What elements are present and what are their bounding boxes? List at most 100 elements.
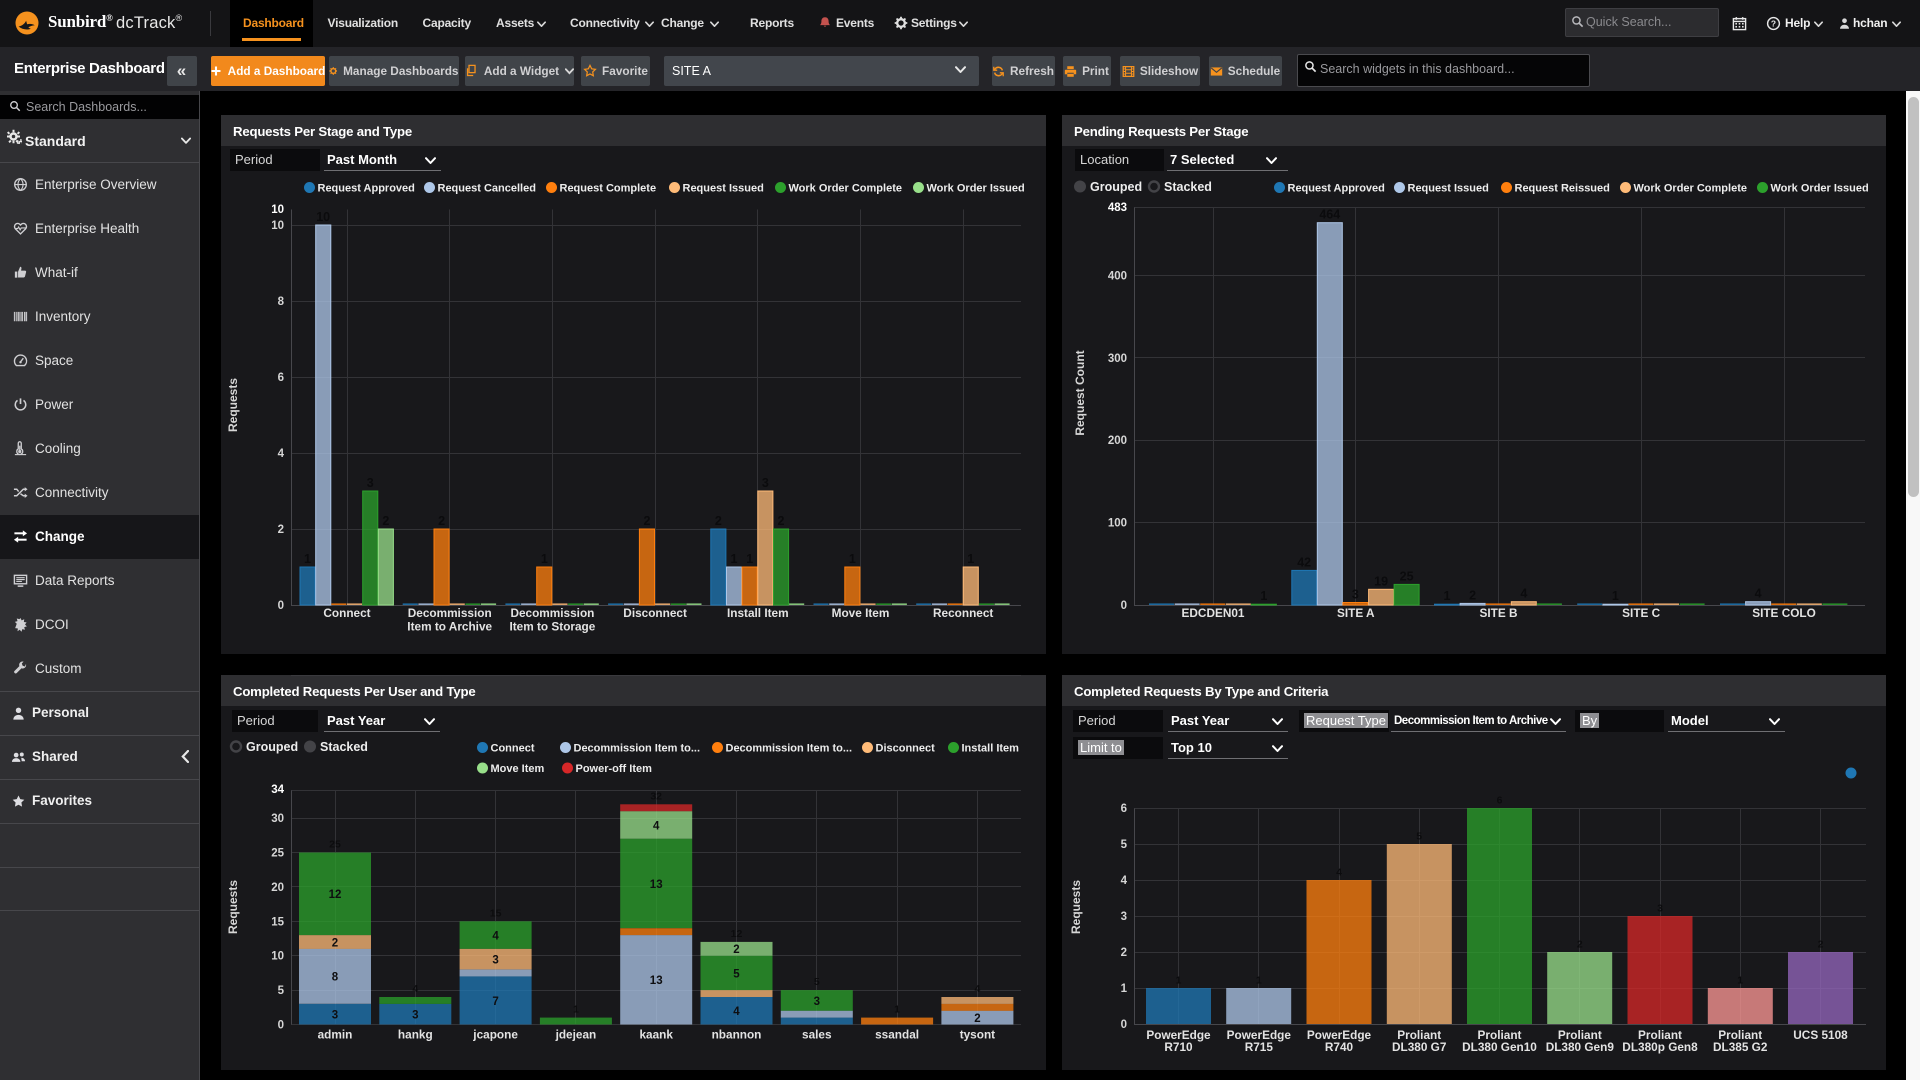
svg-text:EDCDEN01: EDCDEN01 — [1182, 606, 1245, 620]
svg-text:DL380 Gen10: DL380 Gen10 — [1462, 1040, 1537, 1054]
svg-text:DL385 G2: DL385 G2 — [1713, 1040, 1768, 1054]
svg-text:Connect: Connect — [323, 606, 370, 620]
svg-text:Install Item: Install Item — [962, 742, 1020, 754]
svg-text:3: 3 — [814, 996, 820, 1008]
svg-text:hankg: hankg — [398, 1028, 433, 1042]
svg-text:Requests: Requests — [1069, 880, 1083, 934]
svg-text:Move Item: Move Item — [832, 606, 890, 620]
svg-text:5: 5 — [733, 968, 740, 980]
svg-text:34: 34 — [271, 784, 284, 796]
svg-text:1: 1 — [967, 552, 974, 566]
svg-text:3: 3 — [1352, 588, 1359, 602]
svg-text:0: 0 — [278, 600, 284, 612]
svg-text:jdejean: jdejean — [555, 1028, 597, 1042]
svg-text:PowerEdge: PowerEdge — [1307, 1028, 1372, 1042]
svg-text:1: 1 — [1121, 983, 1128, 995]
svg-text:3: 3 — [762, 476, 769, 490]
svg-text:Requests: Requests — [226, 880, 240, 934]
svg-text:0: 0 — [278, 1020, 284, 1032]
svg-text:42: 42 — [1297, 555, 1311, 569]
svg-text:PowerEdge: PowerEdge — [1146, 1028, 1211, 1042]
svg-text:DL380 Gen9: DL380 Gen9 — [1546, 1040, 1615, 1054]
svg-text:15: 15 — [271, 916, 284, 928]
svg-text:4: 4 — [733, 1006, 740, 1018]
svg-text:2: 2 — [332, 937, 338, 949]
svg-text:Request Reissued: Request Reissued — [1515, 182, 1610, 194]
svg-text:Stacked: Stacked — [320, 740, 368, 754]
svg-text:2: 2 — [1577, 939, 1583, 951]
svg-text:Item to Storage: Item to Storage — [509, 620, 595, 634]
svg-text:6: 6 — [1121, 803, 1127, 815]
svg-text:Grouped: Grouped — [246, 740, 298, 754]
svg-text:6: 6 — [1497, 795, 1503, 807]
svg-text:Decommission Item to...: Decommission Item to... — [574, 742, 701, 754]
svg-text:Install Item: Install Item — [727, 606, 789, 620]
svg-text:25: 25 — [1400, 569, 1414, 583]
svg-text:1: 1 — [1256, 975, 1262, 987]
svg-text:Disconnect: Disconnect — [876, 742, 936, 754]
svg-text:3: 3 — [367, 476, 374, 490]
svg-text:2: 2 — [382, 514, 389, 528]
svg-text:Decommission Item to...: Decommission Item to... — [726, 742, 853, 754]
svg-text:4: 4 — [412, 983, 418, 995]
svg-text:Reconnect: Reconnect — [933, 606, 993, 620]
svg-text:300: 300 — [1108, 353, 1127, 365]
svg-text:2: 2 — [778, 514, 785, 528]
svg-text:3: 3 — [412, 1010, 418, 1022]
svg-text:Decommission: Decommission — [510, 606, 594, 620]
svg-text:DL380p Gen8: DL380p Gen8 — [1622, 1040, 1698, 1054]
svg-text:PowerEdge: PowerEdge — [1227, 1028, 1292, 1042]
svg-text:483: 483 — [1108, 202, 1127, 214]
svg-text:4: 4 — [1336, 867, 1342, 879]
svg-text:SITE A: SITE A — [1337, 606, 1375, 620]
svg-text:4: 4 — [1755, 587, 1762, 601]
svg-text:1: 1 — [573, 1004, 579, 1016]
svg-text:ssandal: ssandal — [875, 1028, 919, 1042]
svg-text:3: 3 — [332, 1010, 338, 1022]
svg-text:2: 2 — [278, 524, 284, 536]
svg-text:1: 1 — [746, 552, 753, 566]
svg-text:5: 5 — [814, 976, 820, 988]
svg-text:2: 2 — [644, 514, 651, 528]
svg-text:400: 400 — [1108, 270, 1127, 282]
svg-text:13: 13 — [650, 879, 663, 891]
svg-text:3: 3 — [1121, 911, 1127, 923]
svg-text:30: 30 — [271, 813, 284, 825]
svg-text:Work Order Complete: Work Order Complete — [789, 182, 903, 194]
svg-text:1: 1 — [1737, 975, 1743, 987]
svg-text:10: 10 — [271, 204, 284, 216]
svg-text:Work Order Complete: Work Order Complete — [1634, 182, 1748, 194]
svg-text:1: 1 — [541, 552, 548, 566]
svg-text:10: 10 — [316, 210, 330, 224]
svg-text:sales: sales — [802, 1028, 832, 1042]
svg-text:10: 10 — [271, 220, 284, 232]
svg-text:32: 32 — [650, 790, 662, 802]
svg-text:1: 1 — [731, 552, 738, 566]
svg-text:Work Order Issued: Work Order Issued — [1771, 182, 1869, 194]
svg-text:2: 2 — [438, 514, 445, 528]
svg-text:Connect: Connect — [491, 742, 535, 754]
svg-text:100: 100 — [1108, 518, 1127, 530]
svg-text:1: 1 — [1260, 589, 1267, 603]
svg-text:R740: R740 — [1325, 1040, 1354, 1054]
svg-text:464: 464 — [1319, 208, 1340, 222]
svg-text:19: 19 — [1374, 574, 1388, 588]
svg-text:UCS 5108: UCS 5108 — [1793, 1028, 1848, 1042]
svg-text:4: 4 — [653, 820, 660, 832]
svg-text:3: 3 — [492, 954, 498, 966]
svg-text:1: 1 — [304, 552, 311, 566]
svg-text:1: 1 — [1444, 589, 1451, 603]
svg-text:R715: R715 — [1245, 1040, 1274, 1054]
svg-text:Proliant: Proliant — [1397, 1028, 1441, 1042]
svg-text:7: 7 — [492, 996, 498, 1008]
svg-text:Work Order Issued: Work Order Issued — [927, 182, 1025, 194]
svg-text:5: 5 — [278, 985, 285, 997]
svg-text:4: 4 — [278, 448, 285, 460]
svg-text:2: 2 — [1121, 947, 1127, 959]
svg-text:?: ? — [1771, 19, 1776, 29]
svg-text:Grouped: Grouped — [1090, 180, 1142, 194]
svg-text:Request Approved: Request Approved — [1288, 182, 1385, 194]
svg-text:SITE C: SITE C — [1622, 606, 1660, 620]
svg-text:15: 15 — [490, 907, 502, 919]
svg-text:12: 12 — [731, 928, 743, 940]
